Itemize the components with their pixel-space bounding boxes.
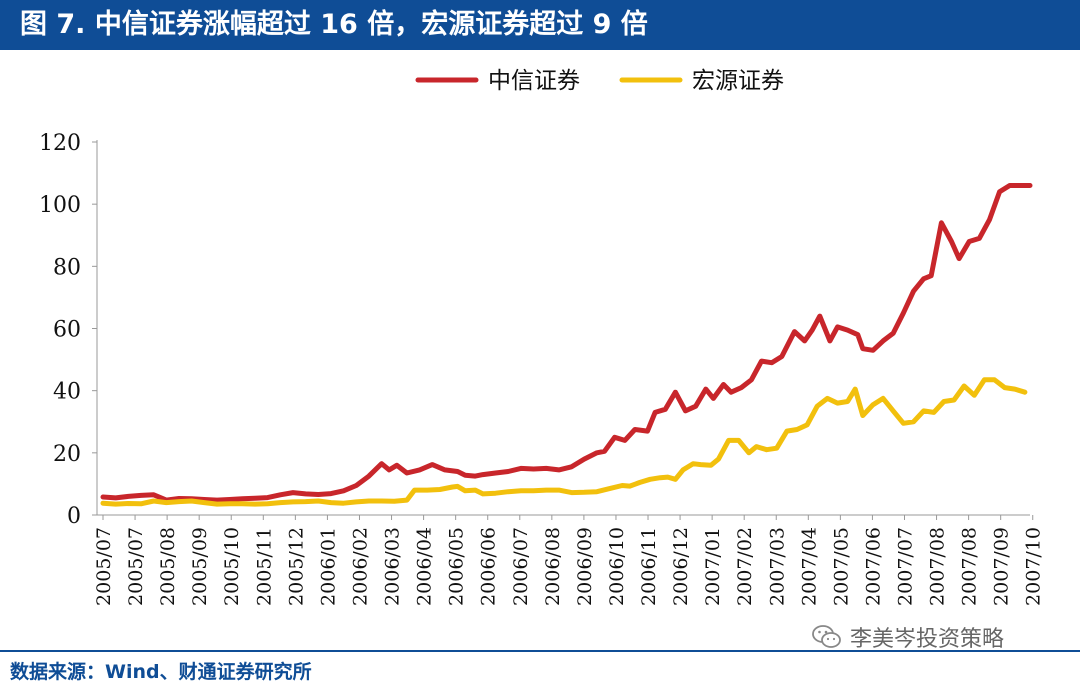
x-tick-label: 2007/04 <box>798 527 820 606</box>
y-tick-label: 20 <box>53 442 81 467</box>
footer-rule <box>0 650 1080 652</box>
wechat-icon <box>812 625 841 648</box>
source-note: 数据来源：Wind、财通证券研究所 <box>10 661 312 683</box>
legend-label: 中信证券 <box>488 68 580 94</box>
x-tick-label: 2007/08 <box>927 527 949 606</box>
x-tick-label: 2007/08 <box>959 527 981 606</box>
x-tick-label: 2005/07 <box>125 527 147 606</box>
x-tick-label: 2006/12 <box>670 527 692 606</box>
y-tick-label: 60 <box>53 318 81 343</box>
x-tick-label: 2007/01 <box>702 527 724 606</box>
y-tick-label: 100 <box>39 193 81 218</box>
x-tick-label: 2006/03 <box>382 527 404 606</box>
chart-area: 中信证券 宏源证券 0 20 40 60 80 100 120 2005/07 2005/07 20… <box>0 50 1080 650</box>
x-tick-label: 2007/05 <box>830 527 852 606</box>
legend: 中信证券 宏源证券 <box>415 68 784 94</box>
x-tick-label: 2005/07 <box>93 527 115 606</box>
y-tick-label: 80 <box>53 255 81 280</box>
y-tick-label: 0 <box>67 504 81 529</box>
figure-title-bar: 图 7. 中信证券涨幅超过 16 倍，宏源证券超过 9 倍 <box>0 0 1080 50</box>
line-chart: 中信证券 宏源证券 0 20 40 60 80 100 120 2005/07 2005/07 20… <box>39 68 1045 606</box>
x-tick-label: 2007/06 <box>862 527 884 606</box>
series-line-citic <box>100 183 1033 503</box>
x-tick-label: 2005/08 <box>157 527 179 606</box>
x-tick-label: 2007/10 <box>1023 527 1045 606</box>
series-line-hongyuan <box>100 377 1028 507</box>
x-tick-label: 2007/07 <box>894 527 916 606</box>
x-tick-label: 2006/09 <box>574 527 596 606</box>
x-tick-label: 2005/10 <box>221 527 243 606</box>
watermark-text: 李美岑投资策略 <box>850 627 1005 652</box>
figure-title: 图 7. 中信证券涨幅超过 16 倍，宏源证券超过 9 倍 <box>20 9 648 40</box>
x-tick-label: 2006/02 <box>349 527 371 606</box>
x-tick-label: 2005/09 <box>189 527 211 606</box>
x-tick-label: 2007/09 <box>991 527 1013 606</box>
x-tick-label: 2005/11 <box>253 527 275 606</box>
x-tick-label: 2005/12 <box>285 527 307 606</box>
x-tick-label: 2006/01 <box>317 527 339 606</box>
x-tick-label: 2006/11 <box>638 527 660 606</box>
x-tick-label: 2006/05 <box>446 527 468 606</box>
x-tick-label: 2007/02 <box>734 527 756 606</box>
watermark: 李美岑投资策略 <box>812 620 1072 654</box>
y-tick-label: 120 <box>39 131 81 156</box>
x-tick-label: 2006/08 <box>542 527 564 606</box>
x-tick-label: 2006/04 <box>414 527 436 606</box>
y-tick-label: 40 <box>53 380 81 405</box>
x-tick-label: 2006/10 <box>606 527 628 606</box>
x-tick-label: 2006/06 <box>478 527 500 606</box>
axes: 0 20 40 60 80 100 120 2005/07 2005/07 2005/08 2005… <box>39 131 1045 606</box>
series-group <box>100 183 1033 507</box>
x-tick-label: 2006/07 <box>510 527 532 606</box>
legend-label: 宏源证券 <box>692 68 784 94</box>
x-tick-label: 2007/03 <box>766 527 788 606</box>
